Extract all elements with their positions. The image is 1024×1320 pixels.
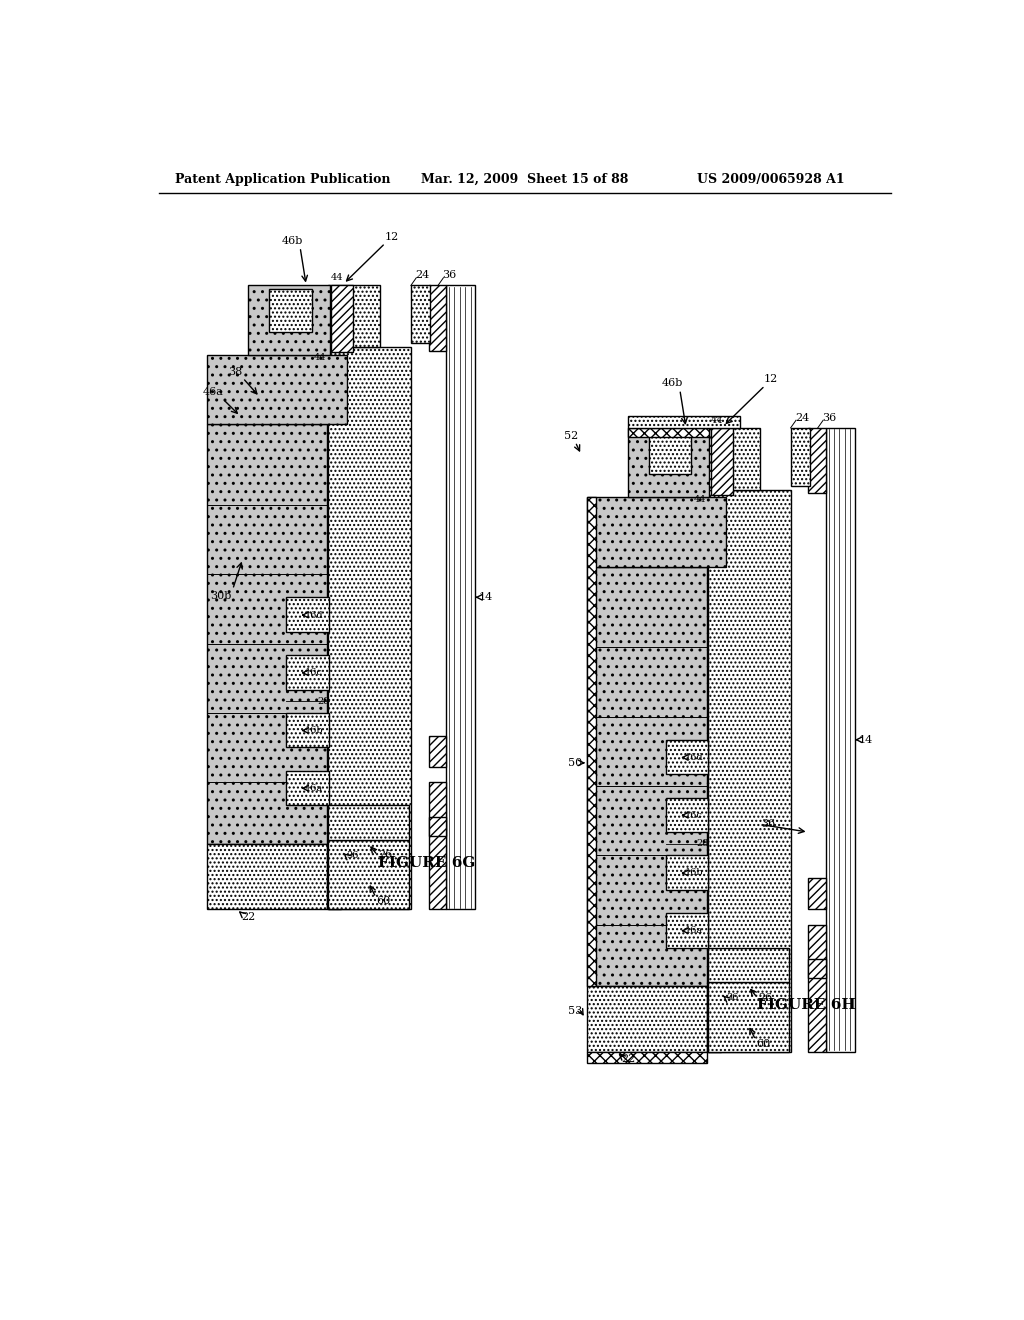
Bar: [587, 1052, 707, 1063]
Bar: [708, 490, 791, 1052]
Text: 46a: 46a: [203, 388, 223, 397]
Text: 26: 26: [758, 993, 772, 1003]
Text: 28: 28: [317, 697, 330, 706]
Text: 28: 28: [697, 840, 710, 849]
Bar: [286, 597, 329, 632]
Bar: [628, 428, 710, 498]
Bar: [791, 428, 810, 486]
Bar: [286, 655, 329, 689]
Text: 12: 12: [764, 375, 778, 384]
Bar: [628, 416, 740, 428]
Text: 46b: 46b: [282, 236, 303, 246]
Bar: [429, 817, 445, 836]
Bar: [666, 913, 709, 948]
Text: FIGURE 6G: FIGURE 6G: [378, 855, 475, 870]
Bar: [328, 285, 380, 347]
Text: 16d: 16d: [684, 752, 703, 762]
Text: 22: 22: [621, 1055, 635, 1064]
Text: Patent Application Publication: Patent Application Publication: [175, 173, 391, 186]
Bar: [328, 840, 410, 909]
Text: 36: 36: [726, 993, 738, 1002]
Bar: [649, 432, 691, 474]
Bar: [666, 855, 709, 890]
Bar: [411, 285, 430, 343]
Bar: [711, 428, 732, 495]
Bar: [666, 797, 709, 832]
Text: 24: 24: [795, 413, 809, 422]
Bar: [825, 428, 855, 1052]
Text: 44: 44: [314, 352, 327, 362]
Text: 44: 44: [331, 273, 343, 282]
Text: 60: 60: [757, 1039, 771, 1049]
Text: 16a: 16a: [685, 927, 702, 935]
Bar: [207, 843, 328, 909]
Text: 44: 44: [693, 495, 707, 504]
Text: Mar. 12, 2009  Sheet 15 of 88: Mar. 12, 2009 Sheet 15 of 88: [421, 173, 629, 186]
Text: 24: 24: [416, 271, 430, 280]
Text: 36: 36: [442, 271, 457, 280]
Text: US 2009/0065928 A1: US 2009/0065928 A1: [697, 173, 845, 186]
Bar: [328, 347, 411, 909]
Bar: [708, 428, 760, 490]
Bar: [628, 428, 710, 437]
Bar: [286, 713, 329, 747]
Bar: [207, 424, 328, 843]
Text: 36: 36: [761, 820, 775, 829]
Text: 16a: 16a: [305, 784, 323, 793]
Text: 16d: 16d: [305, 611, 324, 619]
Bar: [328, 805, 410, 840]
Text: 36: 36: [822, 413, 837, 422]
Text: 53: 53: [568, 1006, 583, 1016]
Text: 44: 44: [711, 416, 723, 425]
Bar: [269, 289, 311, 331]
Bar: [207, 355, 346, 424]
Bar: [707, 986, 721, 1052]
Bar: [666, 739, 709, 775]
Text: 16c: 16c: [685, 810, 702, 820]
Text: 36: 36: [346, 851, 359, 859]
Bar: [429, 781, 445, 909]
Bar: [809, 924, 825, 1052]
Text: 14: 14: [859, 735, 872, 744]
Text: 50: 50: [568, 758, 583, 768]
Bar: [331, 285, 352, 352]
Bar: [429, 285, 445, 351]
Bar: [587, 566, 707, 986]
Bar: [445, 285, 475, 909]
Bar: [587, 986, 707, 1052]
Bar: [328, 843, 341, 909]
Bar: [809, 960, 825, 978]
Text: 60: 60: [377, 896, 391, 907]
Bar: [429, 737, 445, 767]
Text: 22: 22: [241, 912, 255, 921]
Text: 16b: 16b: [305, 726, 324, 735]
Bar: [708, 982, 790, 1052]
Text: 46b: 46b: [662, 379, 683, 388]
Text: 16c: 16c: [305, 668, 323, 677]
Text: 16b: 16b: [684, 869, 703, 878]
Bar: [809, 878, 825, 909]
Text: 14: 14: [479, 593, 494, 602]
Bar: [587, 498, 726, 566]
Bar: [248, 285, 330, 355]
Bar: [286, 771, 329, 805]
Text: 52: 52: [564, 430, 579, 441]
Text: 12: 12: [384, 232, 398, 242]
Bar: [708, 948, 790, 982]
Bar: [587, 498, 596, 986]
Text: 26: 26: [378, 850, 392, 861]
Text: 38: 38: [227, 367, 242, 376]
Bar: [809, 428, 825, 494]
Text: 30b: 30b: [210, 591, 231, 601]
Text: FIGURE 6H: FIGURE 6H: [757, 998, 855, 1012]
